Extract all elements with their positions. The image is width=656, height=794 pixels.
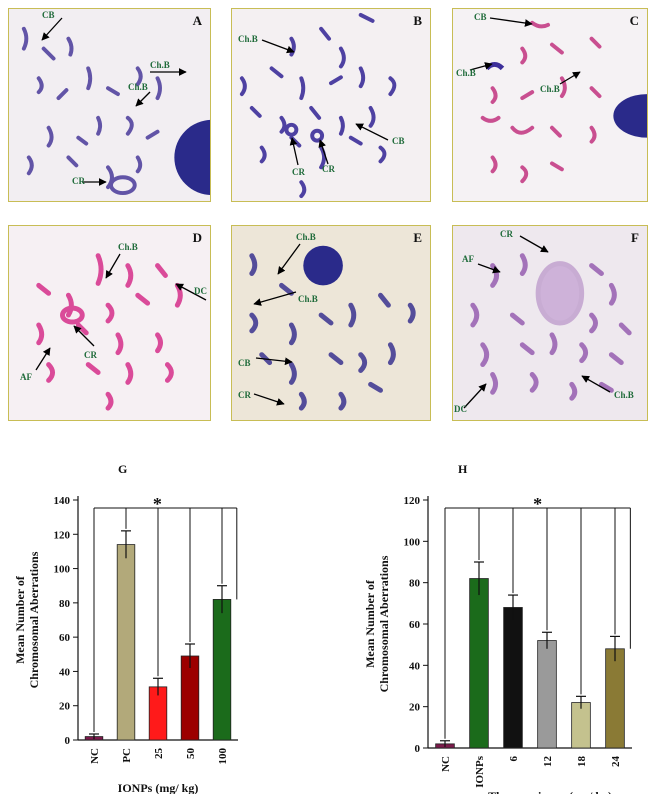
panel-e: E bbox=[231, 225, 431, 421]
x-tick-label: NC bbox=[89, 748, 101, 764]
y-tick-label: 140 bbox=[54, 495, 71, 507]
y-axis-label: Mean Number of bbox=[13, 575, 27, 664]
bar bbox=[537, 640, 557, 749]
bar bbox=[571, 702, 591, 749]
x-tick-label: 6 bbox=[508, 756, 520, 762]
chart-letter-h: H bbox=[458, 462, 468, 476]
x-tick-label: PC bbox=[121, 748, 133, 763]
y-tick-label: 120 bbox=[404, 495, 421, 507]
x-tick-label: IONPs bbox=[474, 755, 486, 788]
panel-letter: E bbox=[413, 230, 422, 245]
y-tick-label: 40 bbox=[59, 666, 71, 678]
significance-star: * bbox=[533, 494, 542, 514]
panel-f: F bbox=[452, 225, 648, 421]
y-tick-label: 80 bbox=[409, 578, 421, 590]
y-tick-label: 60 bbox=[59, 632, 71, 644]
x-axis-label: IONPs (mg/ kg) bbox=[118, 781, 199, 794]
x-tick-label: 12 bbox=[542, 756, 554, 768]
panel-letter: F bbox=[631, 230, 639, 245]
panel-b: B bbox=[231, 8, 431, 202]
bar bbox=[469, 578, 489, 749]
y-tick-label: 20 bbox=[409, 702, 421, 714]
y-tick-label: 100 bbox=[54, 564, 71, 576]
panel-letter: A bbox=[192, 13, 202, 28]
panel-a: A bbox=[8, 8, 211, 202]
micrograph-f bbox=[470, 253, 632, 401]
panel-c: C bbox=[452, 8, 648, 202]
micrograph-c bbox=[480, 20, 647, 184]
y-axis-label: Mean Number of bbox=[363, 579, 377, 668]
micrograph-e bbox=[249, 245, 416, 411]
x-tick-label: 50 bbox=[185, 748, 197, 760]
x-tick-label: 100 bbox=[217, 748, 229, 765]
panel-letter: B bbox=[413, 13, 422, 28]
significance-star: * bbox=[153, 494, 162, 514]
bar bbox=[116, 544, 136, 741]
bar bbox=[212, 599, 232, 741]
micrograph-b bbox=[239, 12, 397, 199]
y-tick-label: 0 bbox=[65, 735, 71, 747]
x-tick-label: 18 bbox=[576, 756, 588, 768]
y-tick-label: 20 bbox=[59, 701, 71, 713]
y-tick-label: 120 bbox=[54, 529, 71, 541]
micrograph-a bbox=[21, 26, 210, 196]
y-tick-label: 80 bbox=[59, 598, 71, 610]
panel-letter: D bbox=[192, 230, 202, 245]
y-tick-label: 100 bbox=[404, 536, 421, 548]
chart-g: 0 20 40 60 80 100 120 140 * NC PC 25 50 100 IONPs (mg/… bbox=[13, 494, 238, 794]
chart-letter-g: G bbox=[118, 462, 128, 476]
bar bbox=[180, 655, 200, 741]
y-tick-label: 0 bbox=[415, 743, 421, 755]
y-axis-label: Chromosomal Aberrations bbox=[27, 551, 41, 688]
x-tick-label: 25 bbox=[153, 748, 165, 760]
panel-letter: C bbox=[629, 13, 639, 28]
y-tick-label: 60 bbox=[409, 619, 421, 631]
y-tick-label: 40 bbox=[409, 660, 421, 672]
bar bbox=[503, 607, 523, 749]
panel-d: D bbox=[8, 225, 211, 421]
bar bbox=[605, 648, 625, 749]
micrograph-d bbox=[36, 253, 183, 411]
x-tick-label: 24 bbox=[610, 756, 622, 768]
y-axis-label: Chromosomal Aberrations bbox=[377, 555, 391, 692]
chart-h: 0 20 40 60 80 100 120 * NC IONPs 6 12 18 24 Thymoquino… bbox=[363, 494, 632, 794]
x-axis-label: Thymoquinone (mg/ kg) bbox=[488, 789, 612, 794]
x-tick-label: NC bbox=[440, 756, 452, 772]
